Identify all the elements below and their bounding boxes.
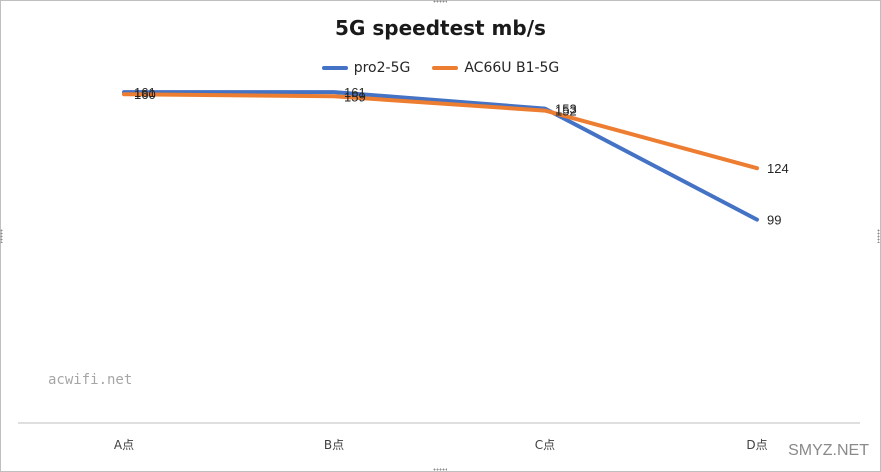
legend-label-series-2: AC66U B1-5G <box>464 60 560 76</box>
data-label: 99 <box>767 213 781 228</box>
bottom-resize-handle[interactable] <box>433 468 447 471</box>
data-label: 124 <box>767 161 789 176</box>
x-tick-label: D点 <box>746 438 767 452</box>
chart-title: 5G speedtest mb/s <box>335 16 546 40</box>
legend-swatch-series-2 <box>432 66 459 70</box>
data-label: 153 <box>555 102 577 117</box>
data-label: 160 <box>134 87 156 102</box>
top-resize-handle[interactable] <box>433 0 447 3</box>
x-tick-label: A点 <box>114 438 134 452</box>
x-tick-label: C点 <box>535 438 555 452</box>
legend-item-series-2: AC66U B1-5G <box>432 60 559 76</box>
series-line-1 <box>122 90 759 222</box>
legend-item-series-1: pro2-5G <box>321 60 411 76</box>
legend-swatch-series-1 <box>321 66 348 70</box>
legend-label-series-1: pro2-5G <box>353 60 411 76</box>
data-label: 159 <box>344 89 366 104</box>
right-resize-handle[interactable] <box>877 229 880 243</box>
watermark-text: acwifi.net <box>48 372 133 388</box>
data-label: 161 <box>344 85 366 100</box>
chart-legend: pro2-5G AC66U B1-5G <box>0 60 881 76</box>
x-tick-label: B点 <box>324 438 344 452</box>
left-resize-handle[interactable] <box>0 229 3 243</box>
series-line-2 <box>122 92 759 171</box>
data-label: 152 <box>555 104 577 119</box>
data-label: 161 <box>134 85 156 100</box>
site-mark-text: SMYZ.NET <box>788 442 869 459</box>
